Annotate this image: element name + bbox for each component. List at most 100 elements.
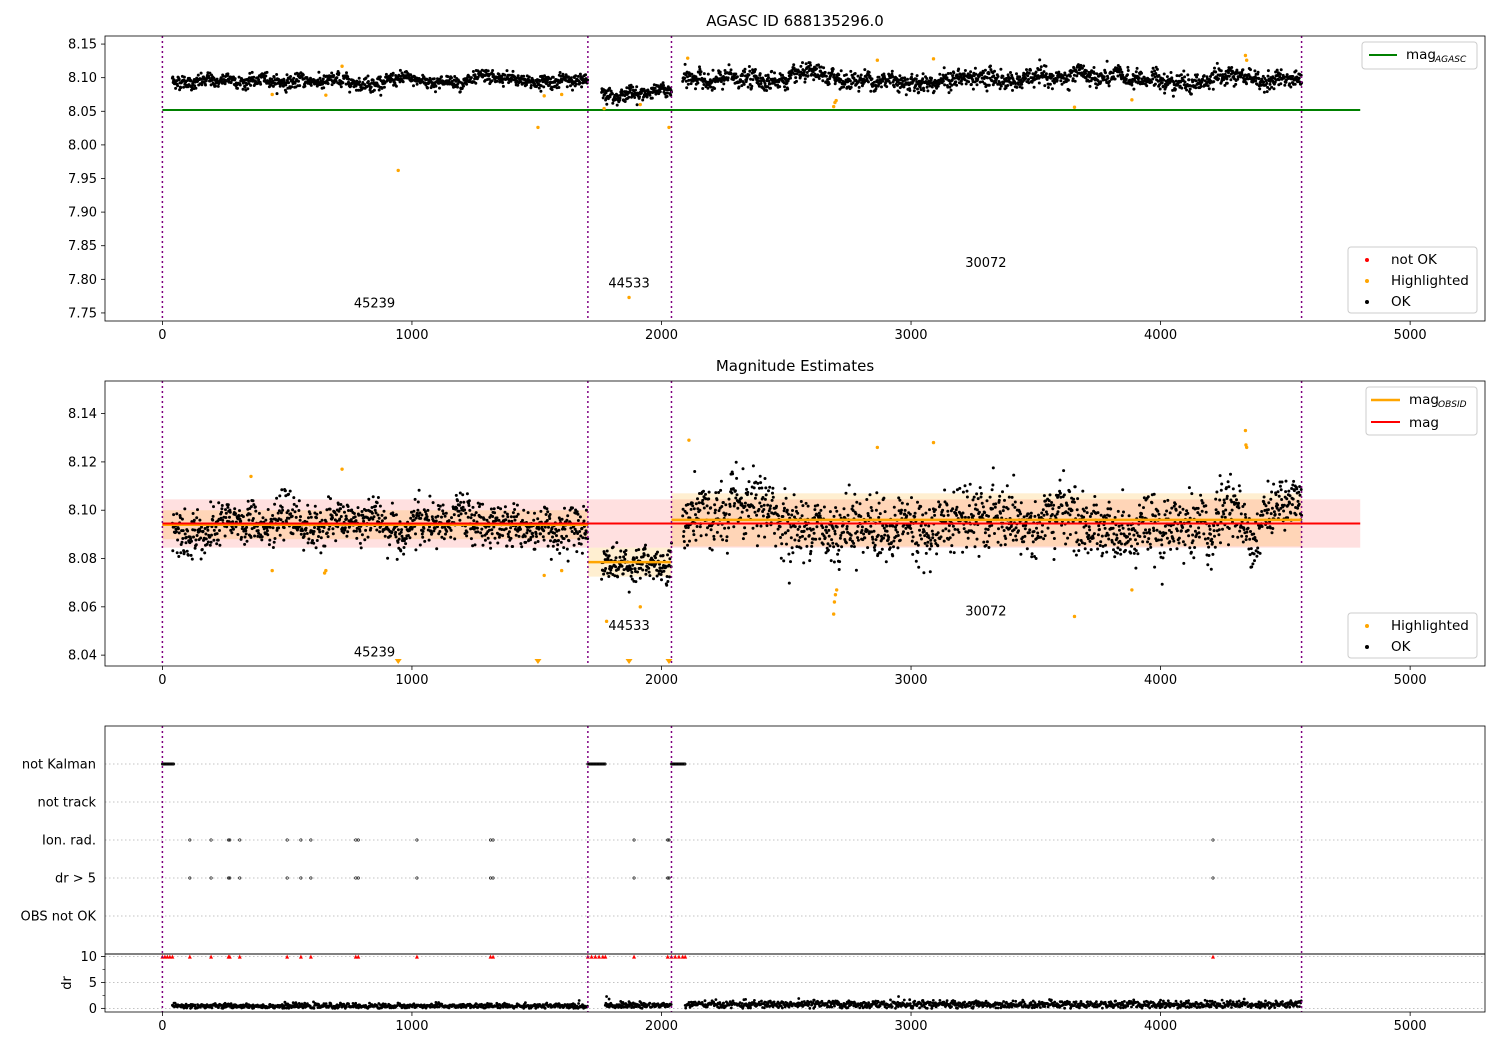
ok-point — [474, 511, 478, 515]
ok-point — [933, 508, 937, 512]
ok-point — [866, 514, 870, 518]
ok-point — [767, 76, 770, 79]
ok-point — [854, 568, 858, 572]
ok-point — [179, 86, 183, 90]
ok-point — [415, 82, 419, 86]
ok-point — [176, 84, 180, 88]
ok-point — [694, 87, 697, 91]
ok-point — [999, 543, 1003, 547]
ok-point — [1215, 61, 1219, 65]
ok-point — [1006, 84, 1010, 87]
ok-point — [245, 539, 249, 543]
ok-point — [495, 79, 499, 83]
ok-point — [342, 531, 346, 535]
ok-point — [746, 490, 750, 494]
ok-point — [362, 519, 366, 523]
ok-point — [358, 541, 362, 545]
ok-point — [565, 534, 568, 538]
ok-point — [458, 518, 462, 522]
ok-point — [734, 72, 738, 76]
ok-point — [758, 501, 762, 505]
ok-point — [699, 534, 703, 538]
ok-point — [581, 536, 585, 540]
ok-point — [644, 568, 648, 572]
ok-point — [1034, 70, 1038, 74]
x-tick-label: 1000 — [395, 328, 428, 343]
ok-point — [212, 505, 215, 509]
ok-point — [910, 72, 914, 76]
ok-point — [971, 514, 975, 518]
ok-point — [877, 75, 881, 79]
ok-point — [470, 513, 474, 517]
ok-point — [438, 530, 442, 533]
ok-point — [237, 514, 241, 518]
ok-point — [313, 526, 316, 529]
ok-point — [735, 493, 739, 497]
ok-point — [806, 74, 810, 78]
ok-point — [404, 537, 408, 540]
ok-point — [1067, 88, 1071, 92]
ok-point — [260, 535, 264, 539]
y-tick-label: 8.05 — [68, 105, 97, 120]
ok-point — [1001, 509, 1005, 513]
legend-marker-ok — [1365, 300, 1369, 304]
ok-point — [549, 539, 552, 543]
ok-point — [991, 483, 995, 487]
highlighted-point — [1130, 98, 1134, 102]
ok-point — [171, 75, 175, 79]
ok-point — [209, 540, 213, 544]
ok-point — [743, 67, 747, 71]
ok-point — [220, 507, 224, 511]
ok-point — [501, 84, 505, 88]
ok-point — [846, 513, 850, 517]
ok-point — [423, 539, 427, 543]
ok-point — [725, 539, 729, 543]
ok-point — [917, 565, 921, 569]
ok-point — [869, 524, 873, 528]
ok-point — [751, 526, 755, 530]
ok-point — [966, 536, 970, 540]
ok-point — [942, 539, 946, 543]
ok-point — [686, 503, 690, 506]
ok-point — [968, 482, 972, 486]
ok-point — [724, 512, 728, 516]
ok-point — [904, 93, 908, 97]
ok-point — [920, 537, 923, 541]
ok-point — [1186, 73, 1190, 77]
ok-point — [796, 511, 800, 515]
ok-point — [396, 540, 400, 544]
ok-point — [1266, 74, 1270, 78]
ok-point — [779, 536, 782, 539]
ok-point — [1155, 67, 1159, 71]
ok-point — [865, 498, 869, 501]
ok-point — [906, 502, 909, 506]
ok-point — [1032, 530, 1036, 533]
ok-point — [266, 533, 270, 537]
ok-point — [830, 538, 834, 542]
ok-point — [1019, 552, 1023, 556]
ok-point — [608, 86, 612, 90]
ok-point — [913, 515, 917, 519]
ok-point — [917, 90, 921, 94]
ok-point — [634, 88, 637, 92]
ok-point — [635, 85, 639, 89]
ok-point — [810, 544, 814, 548]
ok-point — [870, 509, 874, 513]
ok-point — [898, 538, 902, 542]
ok-point — [397, 537, 401, 541]
y-tick-label: 7.95 — [68, 172, 97, 187]
ok-point — [536, 517, 540, 521]
ok-point — [910, 539, 914, 543]
agasc-status-legend: not OK Highlighted OK — [1347, 246, 1478, 314]
ok-point — [374, 504, 378, 508]
ok-point — [713, 87, 717, 90]
ok-point — [419, 516, 423, 520]
ok-point — [555, 83, 559, 87]
ok-point — [951, 74, 955, 78]
ok-point — [192, 518, 196, 522]
ok-point — [987, 534, 991, 538]
ok-point — [1291, 75, 1295, 78]
ok-point — [482, 517, 486, 521]
ok-point — [743, 526, 747, 530]
y-tick-label: 8.15 — [68, 38, 97, 53]
